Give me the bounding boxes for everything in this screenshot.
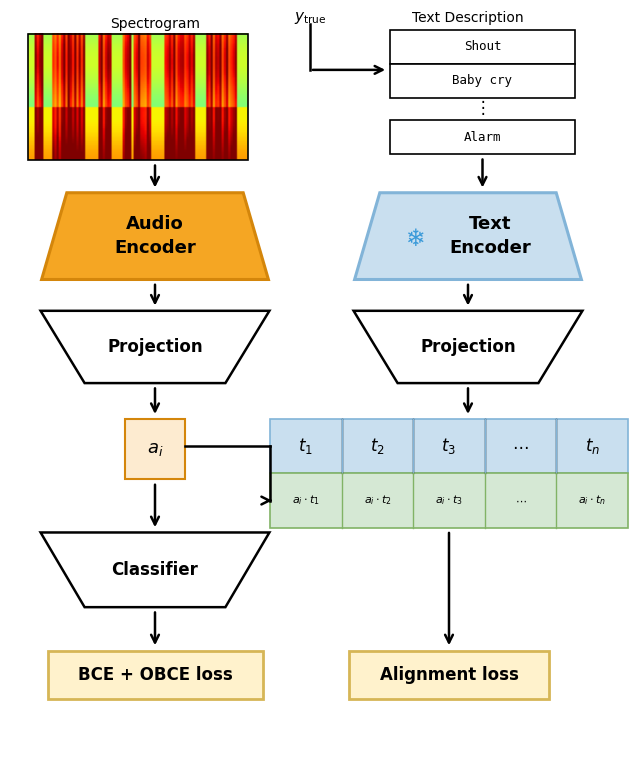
- Polygon shape: [354, 311, 582, 383]
- Text: $a_i \cdot t_2$: $a_i \cdot t_2$: [364, 493, 391, 507]
- Text: Projection: Projection: [420, 338, 516, 356]
- FancyBboxPatch shape: [270, 419, 628, 473]
- Text: $a_i \cdot t_n$: $a_i \cdot t_n$: [579, 493, 606, 507]
- FancyBboxPatch shape: [390, 64, 575, 98]
- Text: Text Description: Text Description: [412, 11, 524, 25]
- Text: Spectrogram: Spectrogram: [110, 17, 200, 31]
- Text: Shout: Shout: [464, 41, 501, 53]
- Polygon shape: [40, 533, 269, 608]
- Text: $t_1$: $t_1$: [298, 436, 313, 456]
- Text: $a_i$: $a_i$: [147, 440, 163, 458]
- Text: Alignment loss: Alignment loss: [380, 665, 518, 684]
- Text: $y_{\mathrm{true}}$: $y_{\mathrm{true}}$: [294, 10, 326, 26]
- FancyBboxPatch shape: [125, 419, 185, 480]
- Text: Baby cry: Baby cry: [452, 74, 513, 87]
- Text: $a_i \cdot t_3$: $a_i \cdot t_3$: [435, 493, 463, 507]
- FancyBboxPatch shape: [390, 30, 575, 64]
- FancyBboxPatch shape: [390, 120, 575, 154]
- Text: Audio: Audio: [126, 215, 184, 233]
- Text: ⋮: ⋮: [474, 99, 491, 117]
- Text: $t_3$: $t_3$: [442, 436, 456, 456]
- Text: $t_2$: $t_2$: [370, 436, 385, 456]
- Text: $a_i \cdot t_1$: $a_i \cdot t_1$: [292, 493, 319, 507]
- Polygon shape: [355, 193, 581, 279]
- Text: Projection: Projection: [107, 338, 203, 356]
- Text: ❄: ❄: [406, 227, 426, 251]
- Text: Classifier: Classifier: [111, 561, 198, 579]
- Text: Encoder: Encoder: [114, 239, 196, 258]
- FancyBboxPatch shape: [349, 651, 549, 699]
- Polygon shape: [40, 311, 269, 383]
- Text: $\cdots$: $\cdots$: [512, 437, 529, 456]
- Text: BCE + OBCE loss: BCE + OBCE loss: [77, 665, 232, 684]
- Text: $t_n$: $t_n$: [585, 436, 600, 456]
- FancyBboxPatch shape: [47, 651, 262, 699]
- FancyBboxPatch shape: [270, 473, 628, 527]
- Text: Text: Text: [468, 215, 511, 233]
- Text: Encoder: Encoder: [449, 239, 531, 258]
- Text: Alarm: Alarm: [464, 131, 501, 144]
- Polygon shape: [42, 193, 268, 279]
- Bar: [28, 34, 248, 160]
- Text: $\cdots$: $\cdots$: [515, 496, 527, 506]
